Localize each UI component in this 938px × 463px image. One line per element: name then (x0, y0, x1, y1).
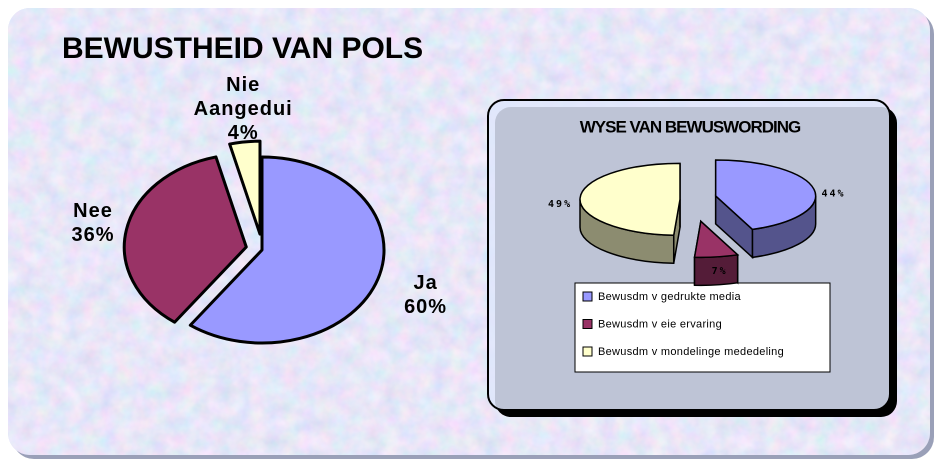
pie-slice (188, 155, 386, 345)
category-label: Nee (73, 199, 113, 222)
legend-label: Bewusdm v mondelinge mededeling (598, 346, 784, 358)
data-label: 49% (548, 199, 572, 210)
pie-slice (228, 139, 262, 236)
data-label: 44% (822, 189, 846, 200)
legend-label: Bewusdm v gedrukte media (598, 291, 742, 303)
value-label: 60% (404, 296, 448, 319)
data-label: Nie Aangedui 4% (188, 73, 298, 145)
pie-slice-3d (714, 159, 817, 260)
pie-slice-3d (579, 162, 681, 265)
legend-swatch (582, 346, 593, 357)
chart-title: WYSE VAN BEWUSWORDING (580, 117, 801, 136)
pie-slice-3d (693, 219, 740, 287)
data-label: Nee 36% (38, 199, 148, 247)
data-label: 7% (712, 266, 728, 277)
legend-box (574, 282, 831, 373)
slice-top (579, 162, 681, 237)
category-label: Nie Aangedui (193, 73, 293, 120)
legend-swatch (582, 319, 593, 329)
slice-top (714, 159, 817, 231)
data-label: Ja 60% (371, 271, 481, 319)
legend-swatch (582, 291, 593, 302)
chart-title: BEWUSTHEID VAN POLS (62, 32, 423, 65)
value-label: 36% (71, 223, 115, 246)
pie-slice (122, 155, 248, 324)
value-label: 4% (227, 121, 259, 144)
legend-label: Bewusdm v eie ervaring (598, 318, 722, 330)
slice-top (693, 219, 740, 259)
category-label: Ja (413, 272, 438, 295)
